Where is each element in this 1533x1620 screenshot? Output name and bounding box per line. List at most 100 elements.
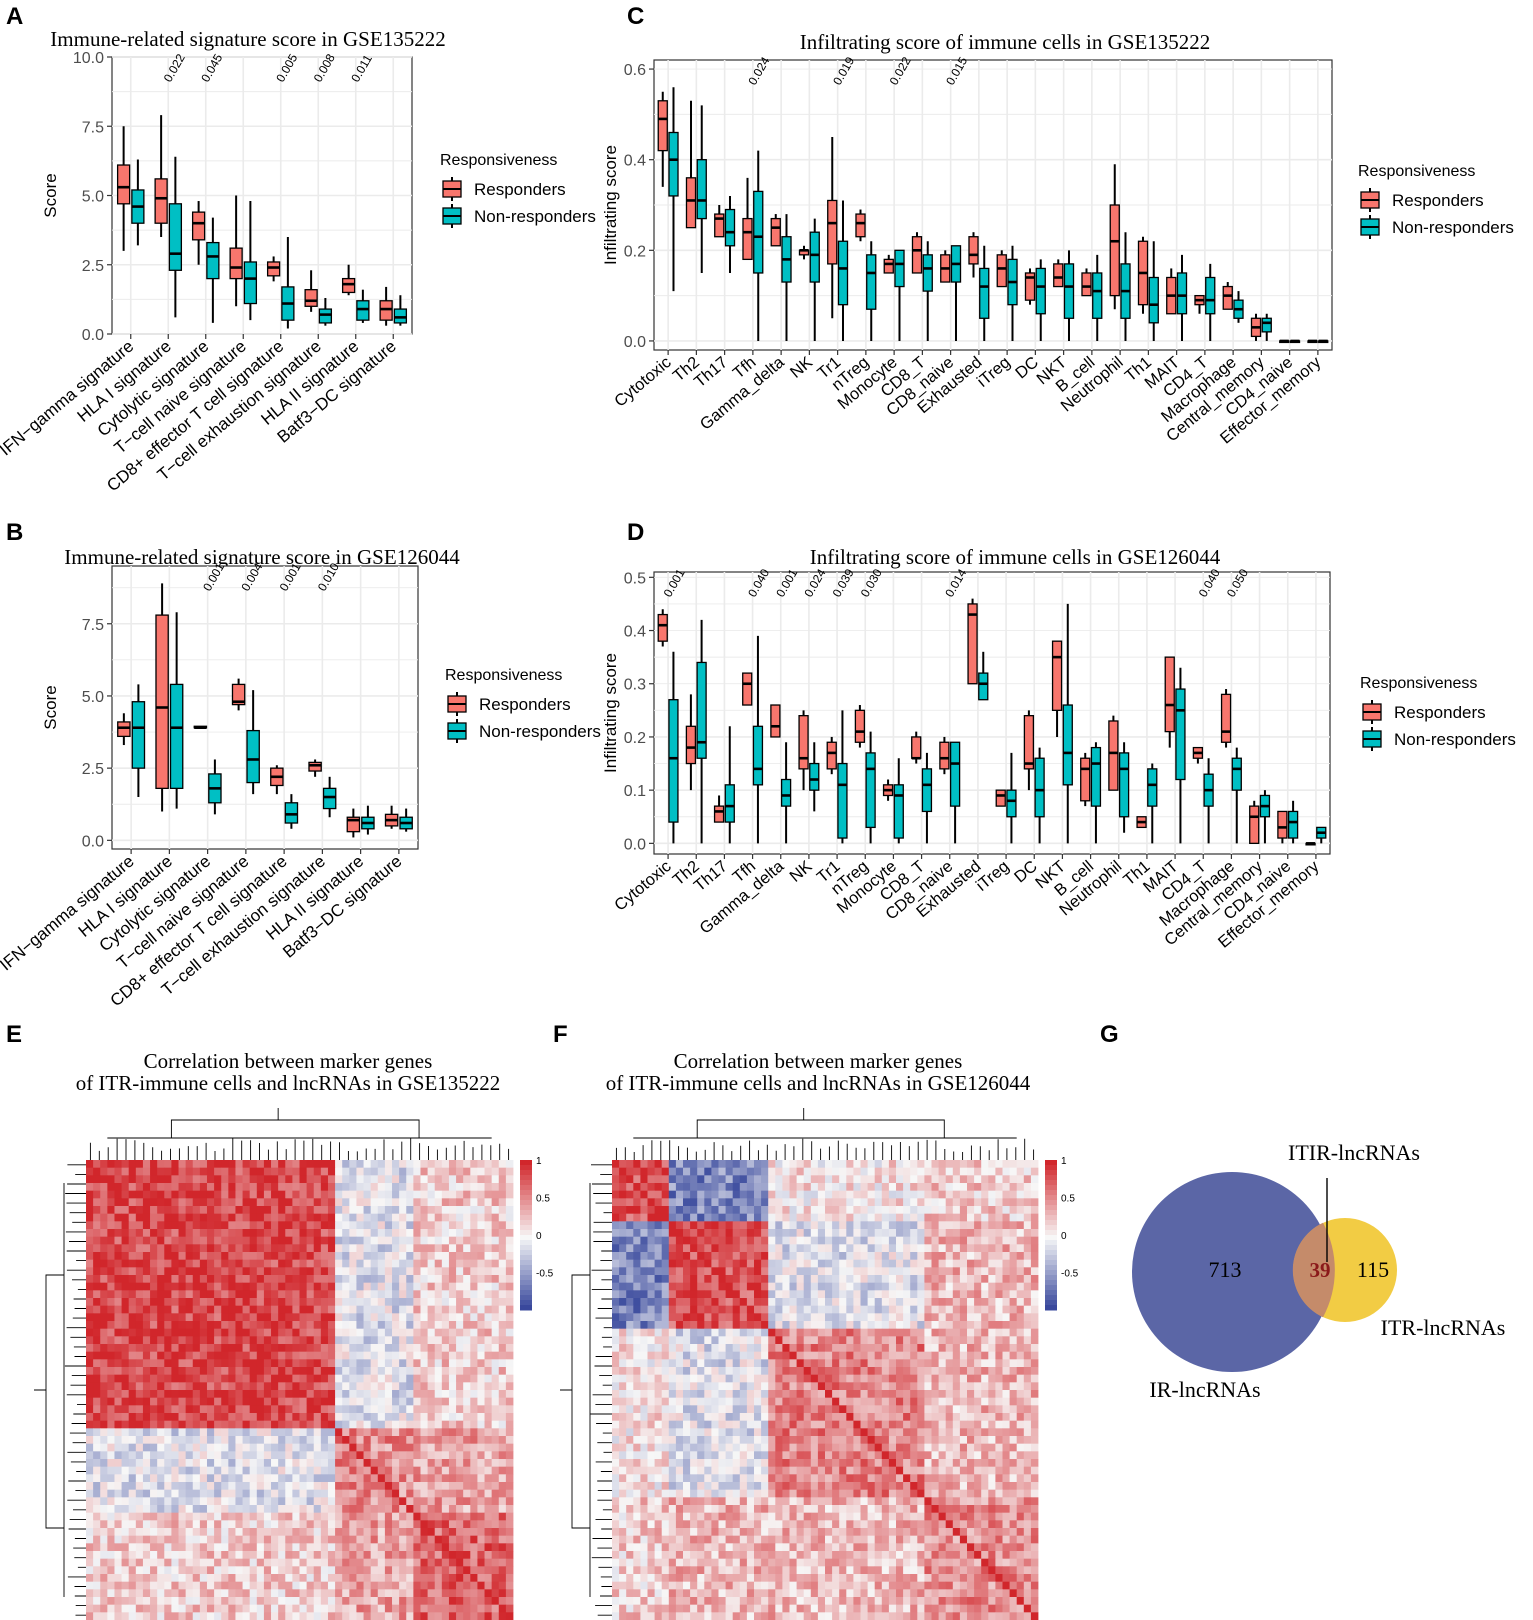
heatmap-e-cell (320, 1459, 329, 1468)
heatmap-e-cell (313, 1397, 322, 1406)
heatmap-f-cell (647, 1213, 655, 1222)
heatmap-f-cell (704, 1160, 712, 1169)
heatmap-e-cell (363, 1213, 372, 1222)
heatmap-e-cell (121, 1229, 130, 1238)
heatmap-e-cell (256, 1405, 265, 1414)
heatmap-e-cell (214, 1558, 222, 1567)
heatmap-e-cell (228, 1252, 236, 1261)
heatmap-e-cell (142, 1267, 151, 1276)
heatmap-e-cell (342, 1190, 350, 1199)
heatmap-e-cell (356, 1474, 364, 1483)
heatmap-f-cell (825, 1183, 833, 1192)
heatmap-e-cell (142, 1558, 151, 1567)
heatmap-e-cell (313, 1328, 322, 1337)
heatmap-e-cell (463, 1489, 471, 1498)
heatmap-e-cell (285, 1420, 293, 1429)
heatmap-e-cell (463, 1198, 471, 1207)
heatmap-e-cell (271, 1367, 279, 1376)
heatmap-e-cell (498, 1282, 507, 1291)
heatmap-e-cell (285, 1275, 293, 1284)
heatmap-e-cell (349, 1221, 357, 1230)
box-body (780, 778, 792, 807)
heatmap-e-cell (285, 1252, 293, 1261)
heatmap-e-cell (185, 1489, 194, 1498)
heatmap-f-cell (661, 1229, 670, 1238)
heatmap-e-cell (164, 1175, 172, 1184)
heatmap-e-cell (256, 1436, 265, 1445)
heatmap-e-cell (299, 1359, 308, 1368)
heatmap-e-cell (292, 1290, 300, 1299)
heatmap-e-cell (463, 1229, 471, 1238)
heatmap-e-cell (285, 1520, 293, 1529)
heatmap-f-cell (697, 1213, 705, 1222)
heatmap-e-cell (406, 1574, 414, 1583)
heatmap-f-cell (938, 1213, 947, 1222)
heatmap-e-cell (178, 1459, 187, 1468)
heatmap-e-cell (100, 1528, 108, 1537)
heatmap-e-cell (292, 1382, 300, 1391)
heatmap-e-cell (271, 1259, 279, 1268)
heatmap-e-cell (441, 1551, 450, 1560)
heatmap-e-cell (171, 1336, 179, 1345)
heatmap-e-cell (271, 1397, 279, 1406)
heatmap-e-cell (164, 1236, 172, 1245)
heatmap-e-cell (285, 1290, 293, 1299)
heatmap-e-cell (192, 1382, 201, 1391)
heatmap-e-cell (299, 1443, 308, 1452)
heatmap-e-cell (349, 1374, 357, 1383)
heatmap-e-cell (484, 1290, 493, 1299)
heatmap-e-cell (498, 1259, 507, 1268)
heatmap-f-cell (683, 1236, 691, 1245)
heatmap-e-cell (406, 1190, 414, 1199)
heatmap-f-cell (995, 1213, 1003, 1222)
heatmap-e-cell (470, 1198, 478, 1207)
heatmap-e-cell (306, 1367, 315, 1376)
heatmap-e-cell (384, 1528, 393, 1537)
heatmap-e-cell (356, 1551, 364, 1560)
panel-label-a: A (6, 3, 23, 30)
heatmap-e-cell (142, 1543, 151, 1552)
heatmap-e-cell (135, 1397, 144, 1406)
heatmap-e-cell (470, 1275, 478, 1284)
x-category-label: Cytotoxic (611, 857, 675, 914)
heatmap-e-cell (335, 1466, 343, 1475)
heatmap-e-cell (150, 1305, 158, 1314)
heatmap-e-cell (448, 1397, 457, 1406)
heatmap-f-cell (697, 1175, 705, 1184)
heatmap-e-cell (192, 1267, 201, 1276)
heatmap-e-cell (249, 1574, 258, 1583)
heatmap-e-cell (392, 1474, 400, 1483)
heatmap-f-cell (839, 1160, 847, 1169)
box-body (968, 236, 979, 265)
heatmap-e-cell (299, 1206, 308, 1215)
heatmap-e-cell (185, 1290, 194, 1299)
heatmap-e-cell (157, 1612, 165, 1620)
heatmap-e-cell (178, 1229, 187, 1238)
heatmap-e-cell (434, 1535, 443, 1544)
heatmap-e-cell (271, 1313, 279, 1322)
heatmap-e-cell (470, 1167, 478, 1176)
heatmap-f-cell (995, 1198, 1003, 1207)
heatmap-e-cell (413, 1520, 421, 1529)
heatmap-e-cell (448, 1382, 457, 1391)
heatmap-e-cell (199, 1604, 208, 1613)
heatmap-e-cell (384, 1336, 393, 1345)
heatmap-e-cell (271, 1190, 279, 1199)
heatmap-e-cell (93, 1374, 101, 1383)
heatmap-e-cell (178, 1604, 187, 1613)
heatmap-e-cell (342, 1612, 350, 1620)
heatmap-e-cell (484, 1328, 493, 1337)
heatmap-e-cell (206, 1175, 215, 1184)
heatmap-f-cell (633, 1206, 641, 1215)
heatmap-e-cell (171, 1474, 179, 1483)
heatmap-e-cell (292, 1443, 300, 1452)
heatmap-e-cell (128, 1612, 137, 1620)
heatmap-e-cell (271, 1206, 279, 1215)
heatmap-f-cell (910, 1206, 918, 1215)
heatmap-e-cell (306, 1558, 315, 1567)
heatmap-e-cell (377, 1581, 386, 1590)
heatmap-e-cell (178, 1436, 187, 1445)
heatmap-e-cell (420, 1290, 428, 1299)
heatmap-e-cell (285, 1497, 293, 1506)
heatmap-e-cell (463, 1459, 471, 1468)
